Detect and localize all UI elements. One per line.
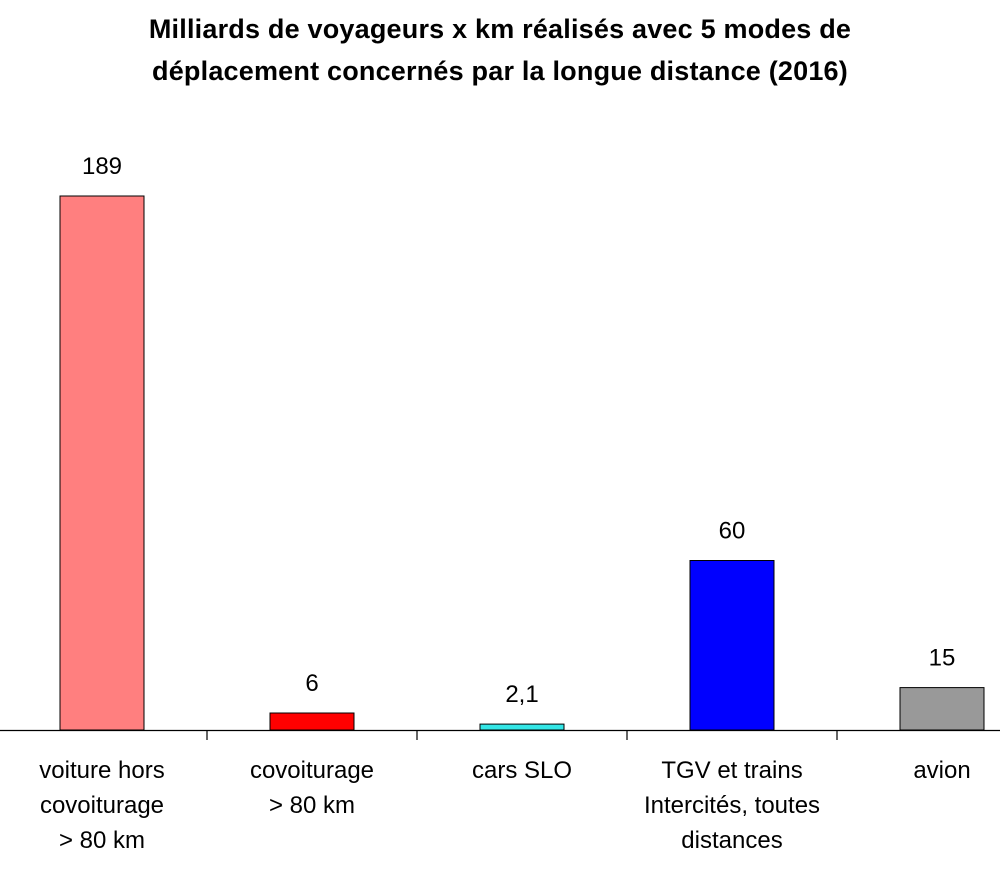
bar-2	[269, 712, 355, 731]
x-tick-label-5: avion	[913, 757, 970, 784]
x-axis-ticks	[206, 730, 838, 740]
data-label-3: 2,1	[505, 681, 538, 708]
data-label-4: 60	[719, 518, 746, 545]
x-tick-label-line: covoiturage	[250, 757, 374, 784]
data-labels-layer: 189 6 2,1 60 15	[82, 153, 955, 708]
x-tick-label-line: > 80 km	[59, 827, 145, 854]
chart-title-line-2: déplacement concernés par la longue dist…	[152, 56, 848, 86]
x-tick-label-line: Intercités, toutes	[644, 792, 820, 819]
bar-5	[899, 687, 985, 731]
x-tick-label-4: TGV et trains Intercités, toutes distances	[644, 757, 820, 854]
bar-3	[479, 723, 565, 731]
x-tick-label-1: voiture hors covoiturage > 80 km	[39, 757, 164, 854]
bar-4	[689, 560, 775, 731]
x-tick-label-line: voiture hors	[39, 757, 164, 784]
x-tick-label-line: cars SLO	[472, 757, 572, 784]
x-tick-label-line: distances	[681, 827, 782, 854]
x-tick-label-line: > 80 km	[269, 792, 355, 819]
chart-title-line-1: Milliards de voyageurs x km réalisés ave…	[148, 14, 852, 44]
data-label-2: 6	[305, 670, 318, 697]
x-tick-label-2: covoiturage > 80 km	[250, 757, 374, 819]
x-tick-label-3: cars SLO	[472, 757, 572, 784]
x-tick-label-line: TGV et trains	[661, 757, 802, 784]
bar-1	[59, 195, 145, 731]
data-label-1: 189	[82, 153, 122, 180]
chart-title: Milliards de voyageurs x km réalisés ave…	[0, 8, 1000, 92]
bars-layer	[59, 195, 985, 731]
x-tick-label-line: avion	[913, 757, 970, 784]
x-tick-label-line: covoiturage	[40, 792, 164, 819]
data-label-5: 15	[929, 645, 956, 672]
x-axis-tick-labels: voiture hors covoiturage > 80 kmcovoiturag…	[39, 757, 970, 854]
